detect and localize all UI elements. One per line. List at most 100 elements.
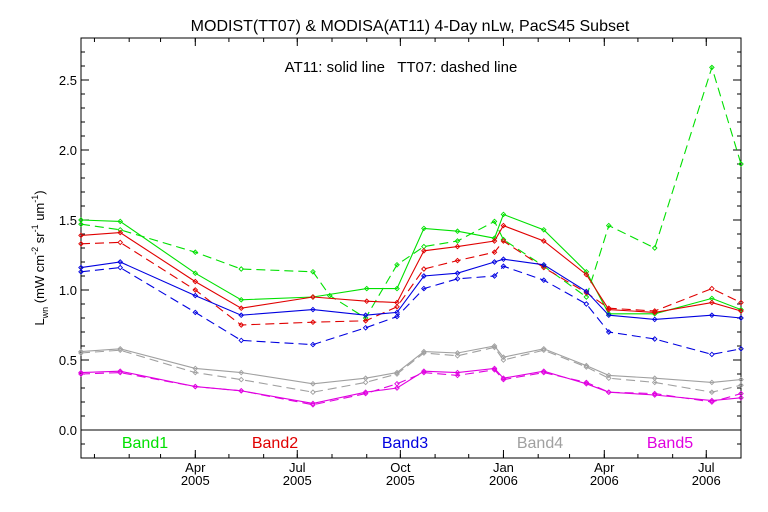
data-point-band5-at11 — [421, 368, 427, 375]
data-point-band4-at11 — [738, 376, 744, 383]
data-point-band3-tt07 — [651, 336, 658, 342]
data-point-band1-at11 — [421, 225, 427, 232]
data-point-band3-tt07 — [500, 263, 507, 270]
data-point-band3-at11 — [709, 312, 715, 319]
data-point-band2-at11 — [192, 278, 199, 285]
data-point-band5-tt07 — [117, 369, 124, 376]
data-point-band5-tt07 — [421, 369, 427, 376]
data-point-band5-at11 — [310, 400, 316, 407]
data-point-band5-tt07 — [192, 383, 199, 390]
data-point-band3-at11 — [583, 288, 590, 295]
data-point-band4-at11 — [362, 375, 369, 382]
y-tick-label: 2.5 — [59, 73, 77, 88]
x-tick-year: 2005 — [283, 473, 312, 488]
data-point-band5-tt07 — [78, 371, 84, 377]
plot-area: 0.00.51.01.52.02.5Apr2005Jul2005Oct2005J… — [59, 37, 744, 488]
data-point-band3-at11 — [310, 306, 316, 313]
series-line-band5-tt07 — [80, 369, 742, 406]
data-point-band5-tt07 — [500, 376, 507, 383]
data-point-band1-tt07 — [651, 245, 658, 251]
data-point-band1-tt07 — [238, 266, 245, 272]
data-point-band3-at11 — [500, 256, 507, 263]
data-point-band5-tt07 — [491, 366, 498, 373]
data-point-band3-at11 — [738, 315, 744, 321]
data-point-band3-tt07 — [421, 285, 427, 292]
data-point-band1-tt07 — [78, 221, 84, 228]
data-point-band1-at11 — [238, 296, 245, 303]
line-style-note: AT11: solid line TT07: dashed line — [285, 59, 518, 76]
data-point-band1-at11 — [78, 217, 84, 223]
data-point-band3-at11 — [421, 273, 427, 279]
y-axis-label-exp1: -2 — [30, 247, 40, 255]
data-point-band3-tt07 — [310, 341, 316, 348]
data-point-band2-at11 — [709, 299, 715, 306]
data-point-band1-tt07 — [421, 243, 427, 250]
y-axis-label-close: ) — [32, 190, 47, 194]
data-point-band4-tt07 — [394, 371, 400, 377]
data-point-band1-tt07 — [583, 294, 590, 300]
data-point-band3-at11 — [605, 312, 612, 319]
data-point-band4-at11 — [310, 380, 316, 387]
data-point-band4-tt07 — [500, 357, 507, 363]
x-tick-year: 2005 — [181, 473, 210, 488]
y-axis-label-um: um — [32, 203, 47, 225]
data-point-band2-tt07 — [310, 319, 316, 326]
data-point-band1-tt07 — [394, 261, 400, 268]
legend-label-band2: Band2 — [252, 435, 298, 452]
data-point-band3-at11 — [491, 259, 498, 265]
data-point-band5-at11 — [540, 368, 547, 375]
legend-label-band4: Band4 — [517, 435, 563, 452]
data-point-band2-at11 — [454, 243, 461, 250]
data-point-band5-tt07 — [362, 390, 369, 397]
data-point-band2-tt07 — [394, 303, 400, 310]
x-tick-year: 2005 — [386, 473, 415, 488]
data-point-band3-at11 — [192, 292, 199, 299]
series-line-band2-at11 — [80, 224, 742, 313]
data-point-band2-tt07 — [454, 257, 461, 264]
data-point-band3-at11 — [78, 264, 84, 271]
data-point-band3-tt07 — [238, 337, 245, 344]
data-point-band4-tt07 — [709, 389, 715, 396]
data-point-band3-at11 — [238, 312, 245, 319]
legend-label-band3: Band3 — [382, 435, 428, 452]
legend-label-band1: Band1 — [122, 435, 168, 452]
x-tick-year: 2006 — [489, 473, 518, 488]
data-point-band5-tt07 — [394, 380, 400, 387]
data-point-band3-at11 — [394, 309, 400, 316]
data-point-band3-tt07 — [605, 329, 612, 335]
data-point-band2-tt07 — [500, 238, 507, 244]
data-point-band1-tt07 — [709, 64, 715, 71]
data-point-band1-at11 — [540, 226, 547, 233]
data-point-band3-tt07 — [117, 264, 124, 271]
data-point-band5-tt07 — [738, 390, 744, 397]
x-tick-month: Apr — [185, 460, 206, 475]
y-tick-label: 1.0 — [59, 283, 77, 298]
data-point-band2-at11 — [363, 298, 370, 305]
data-point-band3-at11 — [362, 312, 369, 319]
data-point-band5-at11 — [78, 369, 84, 376]
data-point-band1-tt07 — [310, 268, 316, 275]
data-point-band2-tt07 — [651, 308, 658, 314]
data-point-band5-at11 — [117, 368, 124, 375]
y-tick-label: 0.0 — [59, 423, 77, 438]
data-point-band3-tt07 — [583, 301, 590, 307]
data-point-band4-tt07 — [421, 350, 427, 356]
data-point-band3-tt07 — [362, 324, 369, 331]
data-point-band2-at11 — [583, 271, 590, 278]
series-line-band2-tt07 — [80, 240, 742, 326]
y-axis-label-exp3: -1 — [30, 195, 40, 203]
series-line-band3-at11 — [80, 258, 742, 320]
data-point-band1-tt07 — [454, 238, 461, 244]
data-point-band4-at11 — [192, 365, 199, 372]
data-point-band2-tt07 — [78, 240, 84, 247]
data-point-band2-at11 — [540, 238, 547, 244]
data-point-band2-at11 — [500, 222, 507, 229]
data-point-band2-at11 — [117, 229, 124, 236]
data-point-band5-tt07 — [238, 387, 245, 394]
data-point-band1-tt07 — [738, 161, 744, 167]
data-point-band1-at11 — [605, 310, 612, 317]
data-point-band3-tt07 — [491, 273, 498, 279]
data-point-band1-at11 — [394, 285, 400, 292]
data-point-band4-tt07 — [491, 344, 498, 351]
